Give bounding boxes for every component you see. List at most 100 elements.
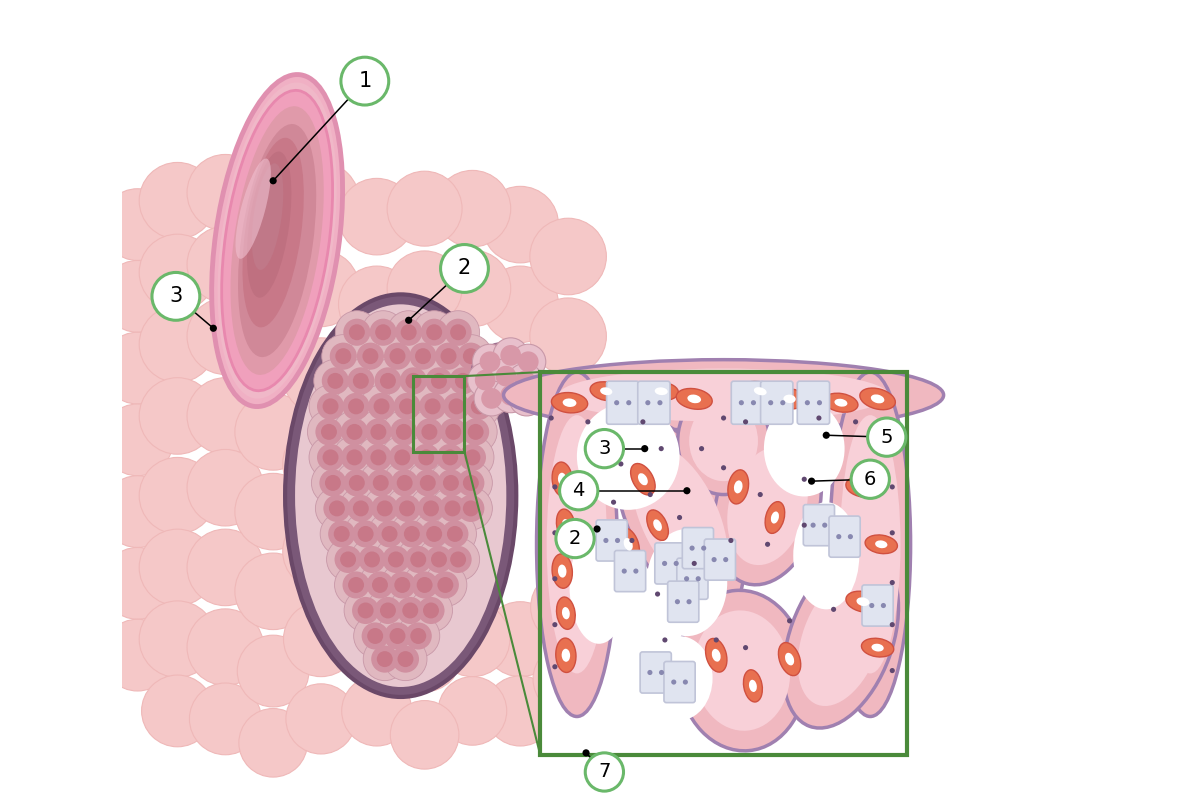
Circle shape xyxy=(743,419,748,425)
Circle shape xyxy=(312,462,354,505)
Ellipse shape xyxy=(558,565,566,578)
Circle shape xyxy=(434,170,511,247)
Circle shape xyxy=(582,750,589,757)
Ellipse shape xyxy=(337,366,464,577)
Circle shape xyxy=(283,514,359,590)
Circle shape xyxy=(310,436,352,479)
Circle shape xyxy=(614,538,620,543)
Circle shape xyxy=(187,298,264,374)
Circle shape xyxy=(372,577,388,593)
Circle shape xyxy=(235,394,312,470)
Circle shape xyxy=(353,373,368,389)
Circle shape xyxy=(823,432,830,439)
Circle shape xyxy=(482,186,558,263)
Circle shape xyxy=(388,251,462,326)
FancyBboxPatch shape xyxy=(862,585,893,626)
Circle shape xyxy=(439,495,466,522)
Circle shape xyxy=(334,526,349,542)
Ellipse shape xyxy=(744,382,778,401)
Circle shape xyxy=(413,513,456,555)
Circle shape xyxy=(454,410,497,454)
Circle shape xyxy=(360,385,403,428)
Circle shape xyxy=(389,571,416,598)
Circle shape xyxy=(463,501,479,516)
Circle shape xyxy=(851,460,889,498)
Ellipse shape xyxy=(871,394,884,403)
Circle shape xyxy=(390,513,433,555)
Circle shape xyxy=(397,651,414,667)
Circle shape xyxy=(559,471,598,510)
Ellipse shape xyxy=(562,649,570,662)
Circle shape xyxy=(384,342,412,370)
Circle shape xyxy=(356,342,384,370)
FancyBboxPatch shape xyxy=(677,558,708,599)
Circle shape xyxy=(335,563,378,606)
Circle shape xyxy=(418,538,461,581)
Circle shape xyxy=(696,576,701,582)
Circle shape xyxy=(641,419,646,425)
Circle shape xyxy=(139,162,216,239)
Circle shape xyxy=(437,538,480,581)
Circle shape xyxy=(418,495,444,522)
Circle shape xyxy=(335,546,361,573)
Circle shape xyxy=(449,334,492,378)
Circle shape xyxy=(401,324,416,340)
Circle shape xyxy=(383,462,426,505)
Circle shape xyxy=(683,487,690,494)
Circle shape xyxy=(364,487,407,530)
Circle shape xyxy=(340,359,383,402)
Circle shape xyxy=(187,529,264,606)
Circle shape xyxy=(356,410,400,454)
Circle shape xyxy=(349,475,365,491)
Circle shape xyxy=(426,546,452,573)
Circle shape xyxy=(410,628,426,644)
Circle shape xyxy=(270,177,277,184)
Circle shape xyxy=(488,358,523,394)
Circle shape xyxy=(323,398,338,414)
Ellipse shape xyxy=(644,382,678,401)
Circle shape xyxy=(881,603,886,608)
Circle shape xyxy=(404,436,448,479)
Ellipse shape xyxy=(570,529,629,644)
Ellipse shape xyxy=(793,502,859,610)
Circle shape xyxy=(470,398,487,414)
Circle shape xyxy=(412,571,438,598)
Circle shape xyxy=(385,487,428,530)
Circle shape xyxy=(359,563,402,606)
Circle shape xyxy=(328,373,343,389)
Circle shape xyxy=(611,500,616,505)
Circle shape xyxy=(634,569,638,574)
Circle shape xyxy=(449,367,476,394)
Circle shape xyxy=(400,501,415,516)
Circle shape xyxy=(586,419,590,425)
Circle shape xyxy=(335,385,378,428)
Circle shape xyxy=(457,342,485,370)
Circle shape xyxy=(409,342,437,370)
Ellipse shape xyxy=(552,462,572,497)
Ellipse shape xyxy=(728,470,749,504)
Ellipse shape xyxy=(846,477,880,498)
Ellipse shape xyxy=(562,519,570,531)
Ellipse shape xyxy=(653,519,662,531)
Circle shape xyxy=(380,563,424,606)
Circle shape xyxy=(552,576,558,582)
Circle shape xyxy=(407,462,449,505)
Circle shape xyxy=(443,393,470,420)
Ellipse shape xyxy=(558,369,888,422)
Circle shape xyxy=(402,334,444,378)
Ellipse shape xyxy=(824,393,858,412)
Circle shape xyxy=(424,563,467,606)
Circle shape xyxy=(359,462,402,505)
Circle shape xyxy=(658,400,662,406)
Circle shape xyxy=(235,553,312,630)
Circle shape xyxy=(690,546,695,550)
Circle shape xyxy=(406,317,413,324)
Circle shape xyxy=(347,424,362,440)
Ellipse shape xyxy=(688,394,701,403)
Circle shape xyxy=(286,684,356,754)
Circle shape xyxy=(500,385,521,406)
Circle shape xyxy=(323,450,338,466)
Circle shape xyxy=(389,444,416,471)
Circle shape xyxy=(338,266,415,342)
Circle shape xyxy=(442,450,458,466)
